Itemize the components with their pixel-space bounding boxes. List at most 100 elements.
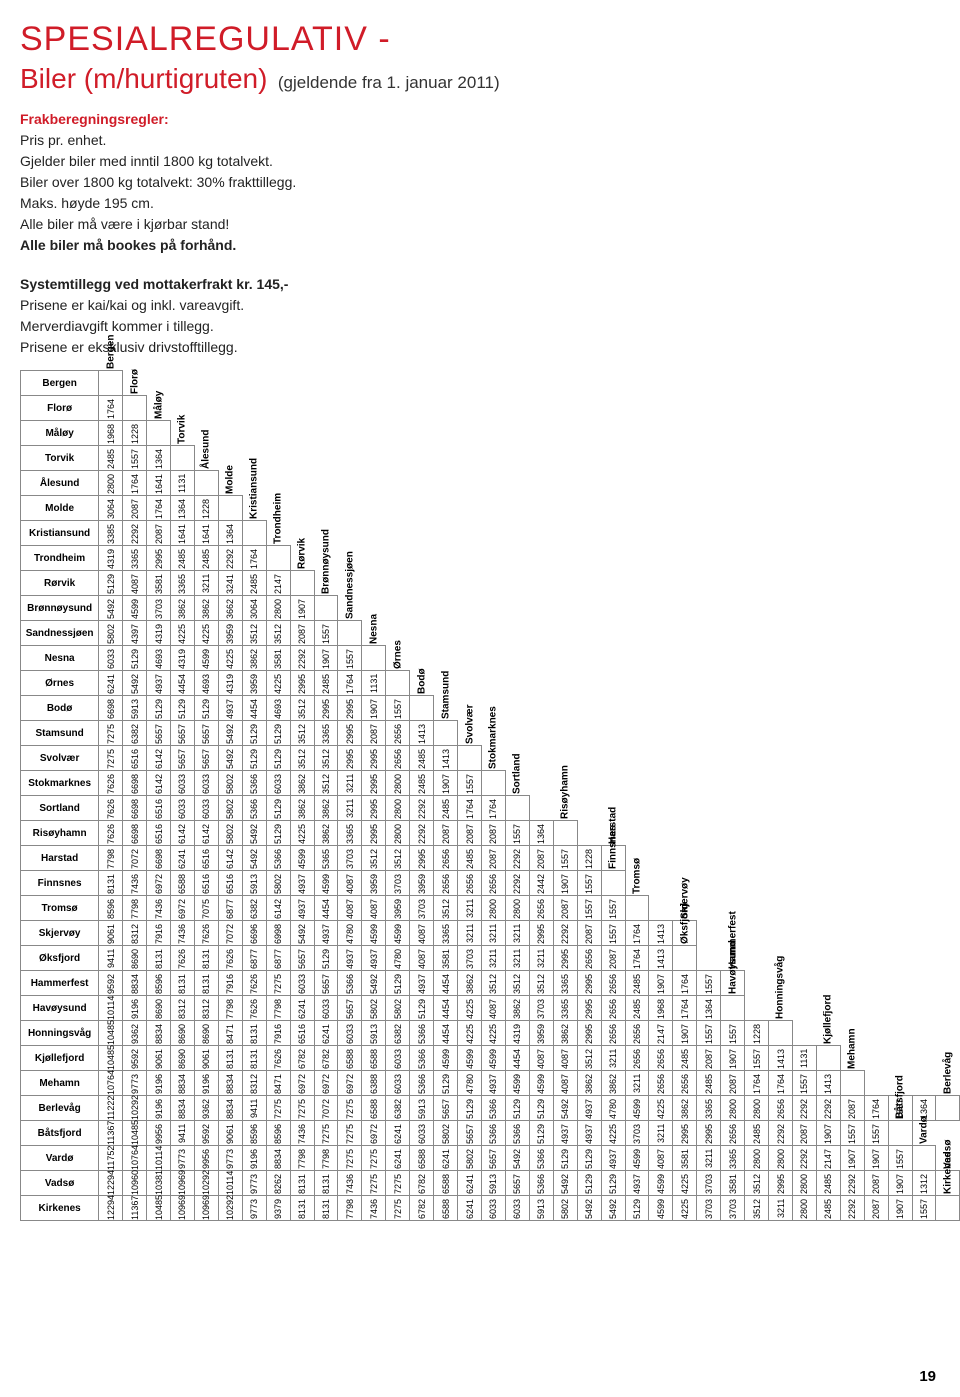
price-cell: 4937 bbox=[481, 1071, 505, 1096]
price-cell: 6142 bbox=[266, 896, 290, 921]
price-cell: 2995 bbox=[147, 546, 171, 571]
price-cell: 4087 bbox=[123, 571, 147, 596]
price-cell: 1764 bbox=[99, 396, 123, 421]
price-cell: 4937 bbox=[314, 921, 338, 946]
price-cell: 2292 bbox=[410, 821, 434, 846]
price-cell: 10485 bbox=[99, 1021, 123, 1046]
price-cell: 3862 bbox=[314, 796, 338, 821]
rules-block-1: Frakberegningsregler: Pris pr. enhet. Gj… bbox=[20, 109, 940, 256]
price-cell: 2656 bbox=[577, 946, 601, 971]
price-cell: 2800 bbox=[792, 1196, 816, 1221]
price-cell: 7626 bbox=[99, 796, 123, 821]
price-cell: 9061 bbox=[147, 1046, 171, 1071]
price-cell: 7275 bbox=[362, 1171, 386, 1196]
price-cell: 9061 bbox=[218, 1121, 242, 1146]
price-cell: 5492 bbox=[123, 671, 147, 696]
price-cell: 2292 bbox=[290, 646, 314, 671]
price-cell: 10485 bbox=[99, 1046, 123, 1071]
price-cell: 1764 bbox=[123, 471, 147, 496]
price-cell: 2292 bbox=[840, 1171, 864, 1196]
price-cell: 1907 bbox=[864, 1146, 888, 1171]
price-cell: 3581 bbox=[266, 646, 290, 671]
price-cell: 4454 bbox=[242, 696, 266, 721]
price-cell: 5492 bbox=[218, 746, 242, 771]
price-cell: 2800 bbox=[386, 796, 410, 821]
price-cell: 5492 bbox=[577, 1196, 601, 1221]
price-cell: 1764 bbox=[769, 1071, 793, 1096]
price-cell: 2995 bbox=[673, 1121, 697, 1146]
price-cell: 3365 bbox=[697, 1096, 721, 1121]
price-cell: 7275 bbox=[338, 1146, 362, 1171]
price-cell: 5657 bbox=[147, 721, 171, 746]
price-cell: 1364 bbox=[218, 521, 242, 546]
price-cell: 8131 bbox=[242, 1021, 266, 1046]
price-cell: 3211 bbox=[458, 896, 482, 921]
row-label: Florø bbox=[21, 396, 99, 421]
price-cell: 2087 bbox=[721, 1071, 745, 1096]
price-cell: 4319 bbox=[99, 546, 123, 571]
price-cell: 5366 bbox=[529, 1146, 553, 1171]
subtitle-line: Biler (m/hurtigruten) (gjeldende fra 1. … bbox=[20, 63, 940, 95]
price-cell: 8131 bbox=[194, 946, 218, 971]
price-cell: 1907 bbox=[314, 646, 338, 671]
price-cell: 7916 bbox=[147, 921, 171, 946]
price-cell: 3211 bbox=[194, 571, 218, 596]
price-cell: 4599 bbox=[649, 1171, 673, 1196]
price-cell: 2656 bbox=[649, 1046, 673, 1071]
price-cell: 1557 bbox=[840, 1121, 864, 1146]
rule-line: Alle biler må være i kjørbar stand! bbox=[20, 214, 940, 235]
price-cell: 6972 bbox=[362, 1121, 386, 1146]
price-cell: 7626 bbox=[170, 946, 194, 971]
price-cell: 2087 bbox=[290, 621, 314, 646]
price-cell: 2800 bbox=[721, 1096, 745, 1121]
price-cell: 4087 bbox=[553, 1046, 577, 1071]
price-cell: 1413 bbox=[769, 1046, 793, 1071]
price-cell: 7275 bbox=[99, 746, 123, 771]
price-cell: 1764 bbox=[242, 546, 266, 571]
price-cell: 4599 bbox=[290, 846, 314, 871]
price-cell: 2656 bbox=[721, 1121, 745, 1146]
price-cell: 3703 bbox=[697, 1196, 721, 1221]
price-cell: 2292 bbox=[816, 1096, 840, 1121]
price-cell: 1641 bbox=[170, 521, 194, 546]
price-cell: 1641 bbox=[147, 471, 171, 496]
price-cell: 6588 bbox=[434, 1196, 458, 1221]
col-header: Ålesund bbox=[194, 471, 218, 496]
price-cell: 9773 bbox=[170, 1146, 194, 1171]
price-cell: 6972 bbox=[147, 871, 171, 896]
price-cell: 7626 bbox=[218, 946, 242, 971]
price-cell: 3512 bbox=[386, 846, 410, 871]
price-cell: 4087 bbox=[338, 896, 362, 921]
price-cell: 5366 bbox=[338, 971, 362, 996]
price-cell: 3064 bbox=[242, 596, 266, 621]
price-cell: 4937 bbox=[338, 946, 362, 971]
price-cell: 5366 bbox=[242, 771, 266, 796]
price-cell: 4087 bbox=[649, 1146, 673, 1171]
price-cell: 8312 bbox=[123, 921, 147, 946]
price-cell: 7436 bbox=[170, 921, 194, 946]
price-cell: 8690 bbox=[170, 1046, 194, 1071]
price-cell: 3862 bbox=[242, 646, 266, 671]
price-cell: 1907 bbox=[290, 596, 314, 621]
price-cell: 2800 bbox=[792, 1171, 816, 1196]
price-cell: 7798 bbox=[266, 996, 290, 1021]
price-cell: 10764 bbox=[123, 1146, 147, 1171]
price-cell: 7626 bbox=[99, 771, 123, 796]
price-cell: 9379 bbox=[266, 1196, 290, 1221]
price-cell: 9956 bbox=[147, 1121, 171, 1146]
price-cell: 3959 bbox=[410, 871, 434, 896]
price-cell: 2656 bbox=[458, 871, 482, 896]
price-cell: 6241 bbox=[458, 1196, 482, 1221]
page-title: SPESIALREGULATIV - bbox=[20, 20, 940, 59]
price-cell: 1907 bbox=[840, 1146, 864, 1171]
col-header: Vardø bbox=[912, 1146, 936, 1171]
price-cell: 2485 bbox=[625, 971, 649, 996]
price-cell: 10485 bbox=[147, 1196, 171, 1221]
price-cell: 6782 bbox=[290, 1046, 314, 1071]
price-cell: 5802 bbox=[218, 771, 242, 796]
price-cell: 6782 bbox=[314, 1046, 338, 1071]
price-cell: 1557 bbox=[697, 971, 721, 996]
price-cell: 5913 bbox=[362, 1021, 386, 1046]
row-label: Risøyhamn bbox=[21, 821, 99, 846]
price-cell: 1764 bbox=[458, 796, 482, 821]
